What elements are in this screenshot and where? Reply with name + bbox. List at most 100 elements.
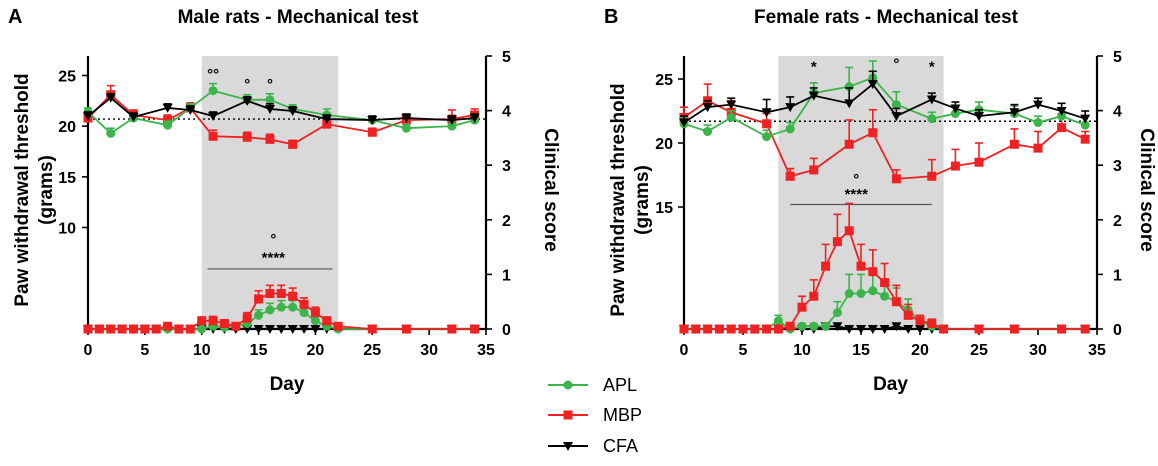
x-tick-label: 20 (307, 342, 325, 359)
y-left-tick-label: 25 (655, 72, 673, 89)
score-point-mbp (128, 324, 138, 334)
score-point-mbp (903, 310, 913, 320)
threshold-point-cfa (208, 112, 219, 122)
threshold-point-cfa (105, 93, 116, 103)
score-point-mbp (367, 324, 377, 334)
score-point-mbp (809, 291, 819, 301)
score-point-apl (299, 308, 309, 318)
x-tick-label: 25 (970, 342, 988, 359)
y-left-tick-label: 10 (58, 221, 76, 238)
threshold-point-cfa (950, 104, 961, 114)
threshold-point-cfa (679, 118, 689, 128)
score-point-mbp (832, 237, 842, 247)
threshold-point-cfa (401, 114, 412, 124)
threshold-point-cfa (264, 104, 275, 114)
threshold-point-mbp (950, 161, 960, 171)
score-point-mbp (219, 319, 229, 329)
threshold-point-cfa (185, 105, 196, 115)
significance-annotation: **** (845, 186, 869, 203)
significance-annotation: ° (267, 77, 273, 94)
threshold-point-cfa (702, 103, 713, 113)
threshold-series-cfa (83, 92, 480, 126)
score-point-mbp (703, 324, 713, 334)
y-right-tick-label: 4 (502, 104, 511, 121)
threshold-point-cfa (1033, 100, 1043, 110)
threshold-point-cfa (726, 100, 737, 110)
score-point-mbp (140, 324, 150, 334)
score-point-cfa (310, 325, 321, 334)
score-point-mbp (939, 324, 949, 334)
threshold-point-apl (208, 86, 218, 96)
score-point-cfa (276, 325, 287, 334)
score-point-mbp (310, 308, 320, 318)
score-point-mbp (856, 261, 866, 271)
score-point-mbp (117, 324, 127, 334)
score-point-apl (310, 316, 320, 326)
threshold-point-cfa (1080, 114, 1091, 124)
x-tick-label: 5 (140, 342, 149, 359)
x-tick-label: 20 (911, 342, 929, 359)
score-point-mbp (714, 324, 724, 334)
x-tick-label: 30 (1029, 342, 1047, 359)
score-point-mbp (785, 321, 795, 331)
y-right-tick-label: 1 (502, 267, 511, 284)
score-point-mbp (750, 324, 760, 334)
significance-annotation: ° (893, 56, 899, 73)
legend-marker-cfa (563, 442, 573, 451)
score-series-mbp (679, 202, 1090, 334)
score-point-mbp (691, 324, 701, 334)
y2-axis-label: Clinical score (1136, 128, 1157, 252)
score-point-apl (773, 316, 783, 326)
threshold-point-mbp (1057, 123, 1067, 133)
score-point-apl (276, 302, 286, 312)
score-point-cfa (253, 325, 264, 334)
score-point-mbp (447, 324, 457, 334)
score-point-apl (821, 321, 831, 331)
score-point-mbp (299, 299, 309, 309)
significance-annotation: * (811, 58, 817, 75)
threshold-point-mbp (163, 115, 173, 125)
threshold-point-mbp (868, 128, 878, 138)
y-right-tick-label: 2 (502, 213, 511, 230)
y-right-tick-label: 5 (1113, 49, 1122, 66)
legend: APL MBP CFA (548, 375, 642, 456)
score-point-mbp (333, 321, 343, 331)
score-series-mbp (83, 284, 480, 334)
y-right-tick-label: 0 (1113, 322, 1122, 339)
score-point-mbp (401, 324, 411, 334)
score-point-mbp (242, 313, 252, 323)
threshold-point-apl (1057, 111, 1067, 121)
threshold-line-cfa (87, 96, 475, 121)
threshold-point-cfa (926, 95, 937, 105)
legend-label-cfa: CFA (603, 436, 638, 456)
score-point-mbp (83, 324, 93, 334)
threshold-point-cfa (785, 103, 796, 113)
x-tick-label: 35 (477, 342, 495, 359)
threshold-point-cfa (469, 114, 480, 124)
score-point-cfa (299, 325, 310, 334)
score-point-mbp (197, 316, 207, 326)
score-point-mbp (974, 324, 984, 334)
y-right-tick-label: 3 (1113, 158, 1122, 175)
threshold-point-cfa (1056, 107, 1067, 116)
threshold-point-cfa (83, 112, 93, 122)
score-point-mbp (151, 324, 161, 334)
threshold-point-mbp (265, 134, 275, 144)
score-point-mbp (1009, 324, 1019, 334)
threshold-point-mbp (288, 139, 298, 149)
threshold-line-cfa (683, 82, 1086, 124)
x-tick-label: 10 (193, 342, 211, 359)
significance-annotation: °° (207, 67, 219, 84)
threshold-line-apl (683, 76, 1086, 138)
threshold-point-cfa (242, 96, 253, 106)
score-point-mbp (322, 316, 332, 326)
y-axis-label-line1: Paw withdrawal threshold (608, 83, 629, 316)
score-point-apl (844, 289, 854, 299)
x-axis-label: Day (270, 374, 305, 395)
legend-marker-mbp (563, 410, 573, 420)
score-point-apl (868, 286, 878, 296)
score-point-mbp (1080, 324, 1090, 334)
threshold-series-mbp (679, 83, 1090, 184)
